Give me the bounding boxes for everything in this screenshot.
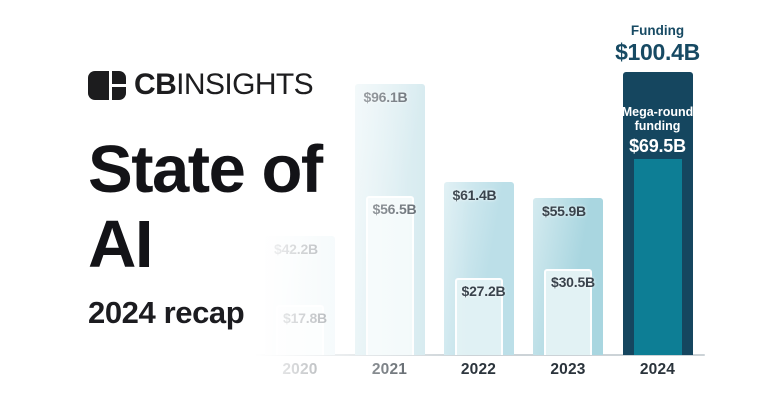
logo-wordmark: CBINSIGHTS <box>134 68 314 101</box>
x-axis-label-2023: 2023 <box>550 361 586 378</box>
left-panel: CBINSIGHTS State of AI 2024 recap <box>88 70 323 331</box>
mega-round-callout-line2: funding <box>634 119 681 133</box>
bar-2023-funding: $55.9B $30.5B <box>533 198 603 355</box>
page-title-line1: State of <box>88 132 323 207</box>
bar-2022-funding: $61.4B $27.2B <box>443 182 514 355</box>
logo-text-insights: INSIGHTS <box>176 68 314 101</box>
x-axis-line <box>256 354 705 356</box>
mega-round-callout-line1: Mega-round <box>621 105 694 119</box>
x-axis-label-2021: 2021 <box>371 361 408 378</box>
cbinsights-logo-icon <box>88 70 126 100</box>
x-axis-label-2024: 2024 <box>639 361 676 378</box>
bar-2024-funding: Funding $100.4B Mega-round funding $69.5B <box>615 23 700 355</box>
logo-icon-horizontal-divider <box>112 83 126 87</box>
funding-value-label-2023: $55.9B <box>542 203 586 219</box>
x-axis-label-2022: 2022 <box>460 361 497 378</box>
page-title: State of AI <box>88 132 323 282</box>
mega-round-callout-value: $69.5B <box>629 136 686 156</box>
logo-text-cb: CB <box>134 68 177 101</box>
page-subtitle: 2024 recap <box>88 295 245 330</box>
x-axis-label-2020: 2020 <box>282 361 318 378</box>
mega-round-value-label-2023: $30.5B <box>551 274 595 290</box>
mega-round-value-label-2021: $56.5B <box>372 201 417 217</box>
bar-2021-funding: $96.1B $56.5B <box>354 84 425 355</box>
page-title-line2: AI <box>88 207 154 282</box>
funding-callout-title: Funding <box>630 23 685 38</box>
funding-callout-2024: Funding $100.4B <box>598 23 718 66</box>
funding-value-label-2022: $61.4B <box>452 187 497 203</box>
funding-value-label-2021: $96.1B <box>363 89 408 105</box>
funding-callout-value: $100.4B <box>615 39 700 65</box>
bar-2021-mega-round <box>365 196 414 355</box>
mega-round-callout-2024: Mega-round funding $69.5B <box>615 105 701 157</box>
bar-2023-mega-round <box>544 269 592 355</box>
cbinsights-logo: CBINSIGHTS <box>88 70 322 100</box>
bar-2024-mega-round <box>633 159 682 355</box>
mega-round-value-label-2022: $27.2B <box>461 283 506 299</box>
